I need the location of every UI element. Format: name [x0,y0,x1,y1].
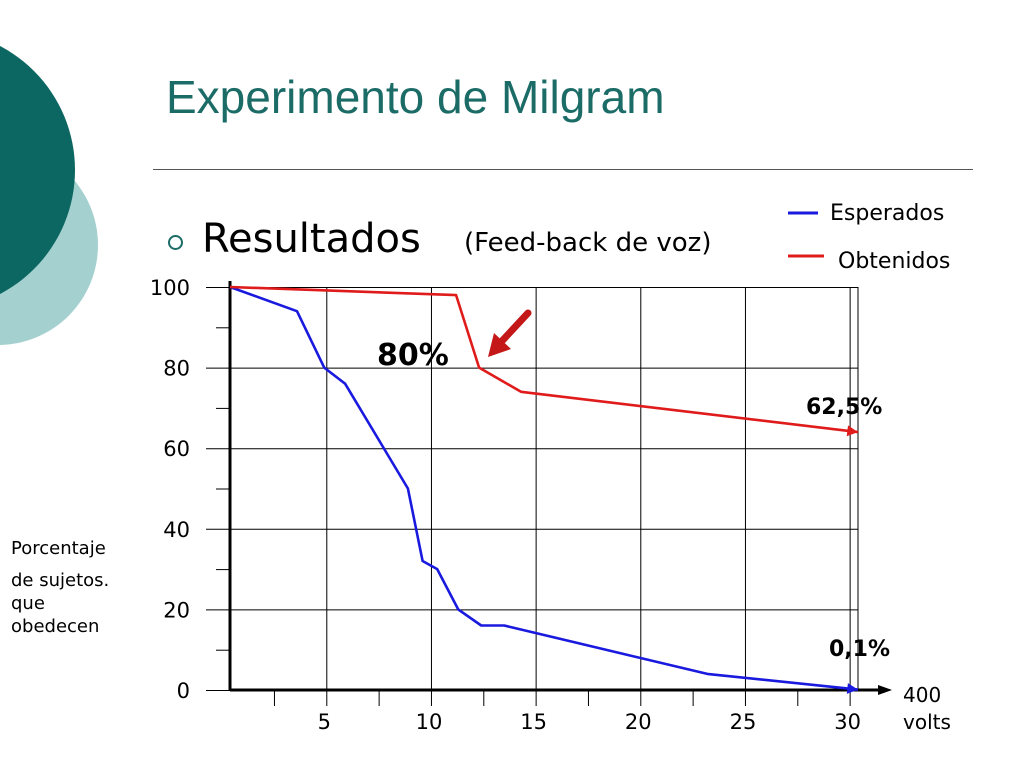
red-pointer-arrow-icon [488,309,532,357]
x-unit-line-2: volts [903,710,951,734]
x-tick-label: 20 [625,710,652,734]
y-axis-title-line: Porcentaje [11,538,106,559]
annotation-80: 80% [377,338,449,373]
chart-axes [228,281,892,695]
title-divider [153,169,973,170]
chart-tick-marks [206,287,851,706]
x-tick-label: 5 [318,710,331,734]
y-tick-label: 80 [163,357,190,381]
chart-series [229,285,859,694]
y-tick-label: 0 [177,679,190,703]
chart-legend: Esperados Obtenidos [788,201,950,274]
series-arrowhead-esperados-icon [846,683,858,694]
x-tick-label: 30 [834,710,861,734]
series-arrowhead-obtenidos-icon [846,425,858,437]
y-tick-label: 20 [163,598,190,622]
chart-annotations: 80% 62,5% 0,1% [377,309,890,662]
bullet-heading: Resultados [202,216,421,262]
y-tick-label: 60 [163,437,190,461]
series-line-obtenidos [229,285,859,434]
annotation-62-5: 62,5% [806,395,882,420]
bullet-subheading: (Feed-back de voz) [464,228,712,258]
annotation-0-1: 0,1% [829,637,890,662]
x-tick-label: 15 [520,710,547,734]
y-axis-title-line: de sujetos. [11,570,110,591]
x-tick-label: 25 [730,710,757,734]
y-axis-title-line: que [11,593,45,614]
chart-grid [230,287,859,690]
chart-tick-labels: 0 20 40 60 80 100 5 10 15 20 25 30 [150,276,861,734]
y-axis-title-line: obedecen [11,616,100,637]
legend-label-obtenidos: Obtenidos [838,249,950,274]
x-axis-unit-label: 400 volts [903,683,951,734]
series-line-esperados [229,285,859,691]
y-axis-title: Porcentaje de sujetos. que obedecen [11,537,151,638]
decor-dark-circle [0,46,75,294]
slide-title: Experimento de Milgram [166,71,665,123]
x-tick-label: 10 [416,710,443,734]
legend-label-esperados: Esperados [830,201,944,226]
x-axis-arrowhead-icon [878,685,892,695]
y-tick-label: 40 [163,518,190,542]
x-unit-line-1: 400 [903,683,941,707]
y-tick-label: 100 [150,276,190,300]
circle-bullet-icon [168,235,183,250]
